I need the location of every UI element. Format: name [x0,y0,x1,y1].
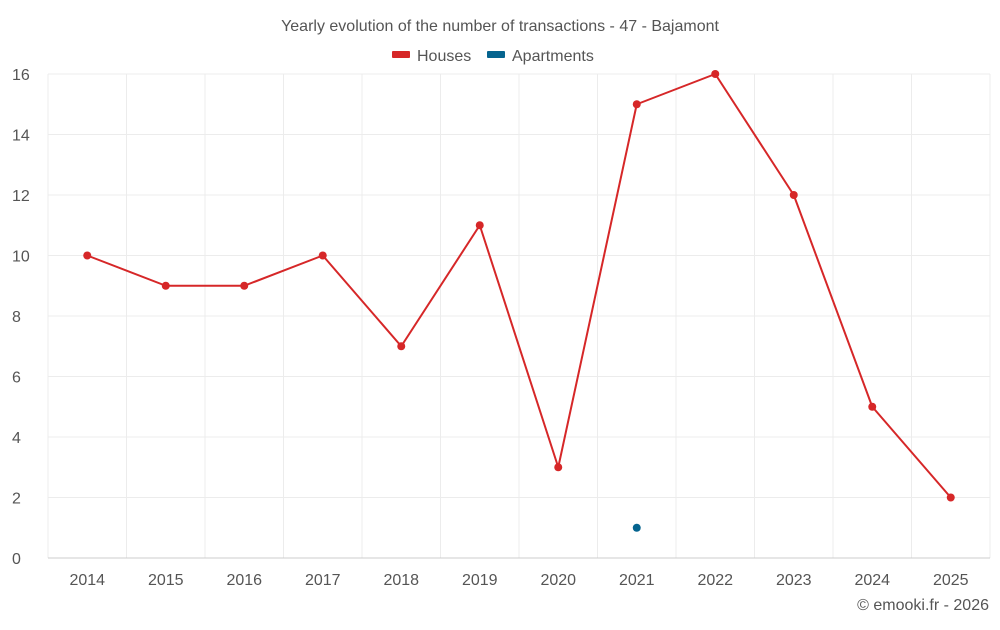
y-tick-label: 2 [12,491,21,508]
data-point-houses[interactable] [946,493,955,502]
x-tick-label: 2017 [305,572,341,589]
data-point-houses[interactable] [318,251,327,260]
credit-text: © emooki.fr - 2026 [857,597,989,614]
y-tick-label: 10 [12,249,30,266]
legend-swatch-houses [392,51,410,58]
legend-label-apartments: Apartments [512,48,594,65]
y-tick-label: 6 [12,370,21,387]
y-tick-label: 4 [12,430,21,447]
legend: Houses Apartments [392,48,594,65]
data-point-houses[interactable] [789,191,798,199]
legend-item-houses[interactable]: Houses [392,48,471,65]
data-point-houses[interactable] [475,221,484,230]
x-tick-label: 2021 [619,572,655,589]
legend-swatch-apartments [487,51,505,58]
data-point-apartments[interactable] [632,523,641,532]
y-tick-label: 0 [12,551,21,568]
data-point-houses[interactable] [632,100,641,109]
x-tick-label: 2018 [383,572,419,589]
x-tick-label: 2015 [148,572,184,589]
y-tick-label: 12 [12,188,30,205]
data-point-houses[interactable] [83,251,92,260]
x-tick-label: 2025 [933,572,969,589]
data-point-houses[interactable] [711,70,720,78]
x-tick-label: 2024 [854,572,890,589]
data-point-houses[interactable] [240,281,249,290]
x-tick-label: 2019 [462,572,498,589]
data-point-houses[interactable] [161,281,170,290]
legend-label-houses: Houses [417,48,471,65]
data-point-houses[interactable] [397,342,406,351]
data-point-houses[interactable] [554,463,563,472]
y-tick-label: 14 [12,128,30,145]
x-tick-label: 2022 [697,572,733,589]
x-tick-label: 2016 [226,572,262,589]
x-gridlines [47,74,991,558]
x-tick-label: 2023 [776,572,812,589]
x-tick-label: 2020 [540,572,576,589]
y-axis-ticks: 0 2 4 6 8 10 12 14 16 [12,67,30,568]
legend-item-apartments[interactable]: Apartments [487,48,594,65]
chart-title: Yearly evolution of the number of transa… [281,18,719,35]
x-tick-label: 2014 [69,572,105,589]
data-point-houses[interactable] [868,402,877,411]
series-line-houses [86,73,952,499]
x-axis-ticks: 2014 2015 2016 2017 2018 2019 2020 2021 2022 2023… [69,572,968,589]
y-tick-label: 8 [12,309,21,326]
y-tick-label: 16 [12,67,30,84]
series-layer [83,70,955,532]
